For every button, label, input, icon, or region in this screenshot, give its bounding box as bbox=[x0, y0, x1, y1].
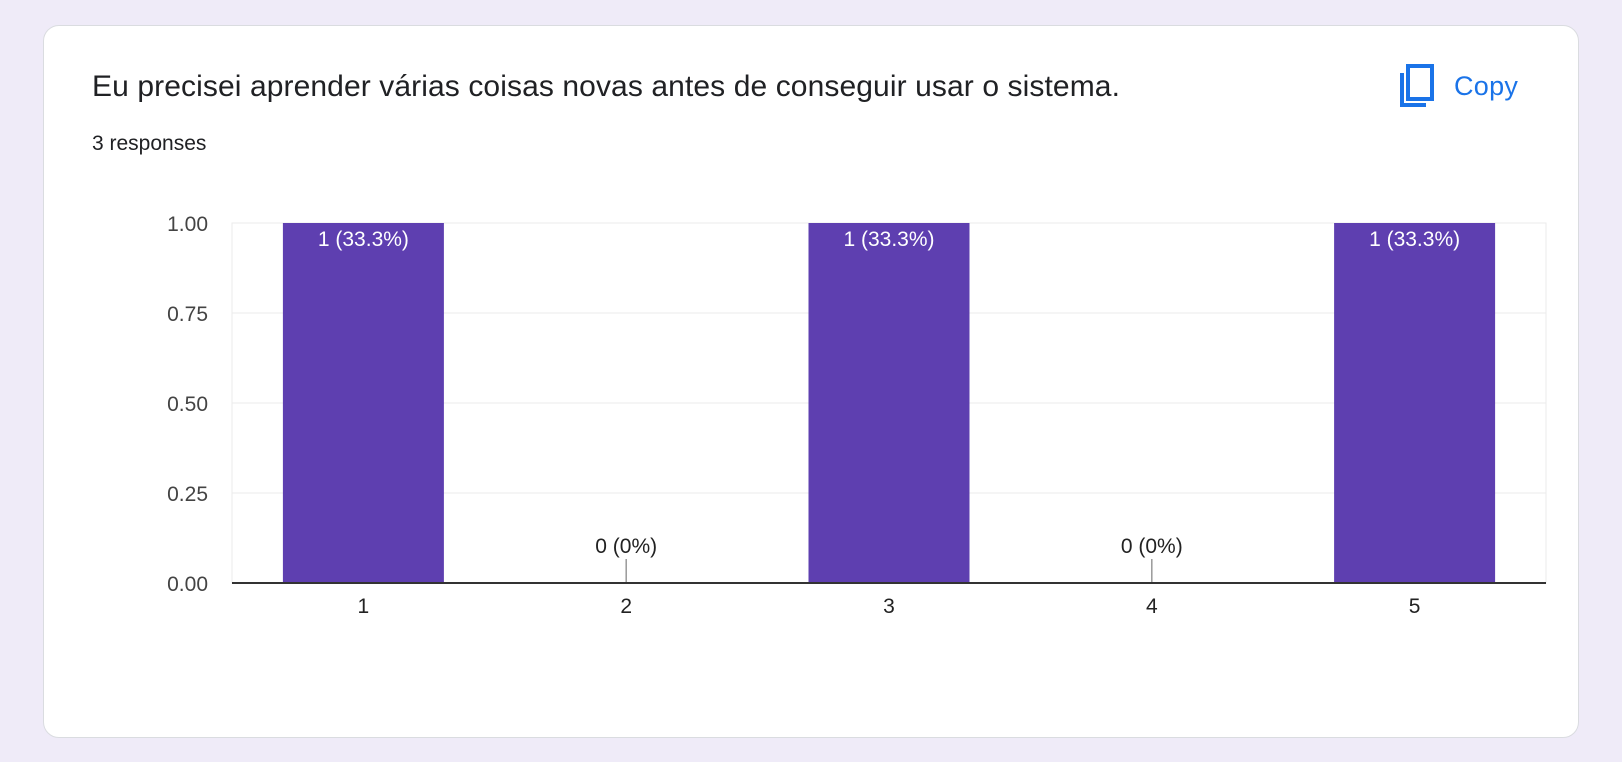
data-label: 1 (33.3%) bbox=[843, 228, 934, 251]
bars: 1 (33.3%) 0 (0%) 1 (33.3%) 0 (0%) 1 (33.3%) bbox=[282, 223, 1496, 583]
y-tick-label: 0.50 bbox=[167, 393, 208, 416]
copy-label: Copy bbox=[1454, 70, 1519, 101]
x-tick-label: 1 bbox=[358, 595, 370, 618]
y-tick-label: 0.00 bbox=[167, 573, 208, 596]
question-title: Eu precisei aprender várias coisas novas… bbox=[92, 70, 1121, 103]
data-label: 0 (0%) bbox=[595, 535, 657, 558]
x-axis-ticks: 1 2 3 4 5 bbox=[358, 595, 1421, 618]
y-tick-label: 0.25 bbox=[167, 483, 208, 506]
response-count: 3 responses bbox=[92, 132, 207, 155]
copy-icon bbox=[1400, 64, 1434, 107]
bar bbox=[808, 223, 970, 583]
data-label: 1 (33.3%) bbox=[318, 228, 409, 251]
bar bbox=[282, 223, 444, 583]
x-tick-label: 5 bbox=[1409, 595, 1421, 618]
x-tick-label: 2 bbox=[620, 595, 632, 618]
data-label: 0 (0%) bbox=[1121, 535, 1183, 558]
y-axis-ticks: 0.00 0.25 0.50 0.75 1.00 bbox=[167, 213, 208, 596]
x-tick-label: 3 bbox=[883, 595, 895, 618]
bar bbox=[1334, 223, 1496, 583]
data-label: 1 (33.3%) bbox=[1369, 228, 1460, 251]
y-tick-label: 1.00 bbox=[167, 213, 208, 236]
y-tick-label: 0.75 bbox=[167, 303, 208, 326]
question-summary-card: Eu precisei aprender várias coisas novas… bbox=[43, 25, 1579, 738]
bar-chart: 0.000.250.500.751.00 1 (33.3%)0 (0%)1 (3… bbox=[167, 213, 1547, 618]
copy-chart-button[interactable]: Copy bbox=[1390, 60, 1524, 112]
x-tick-label: 4 bbox=[1146, 595, 1158, 618]
